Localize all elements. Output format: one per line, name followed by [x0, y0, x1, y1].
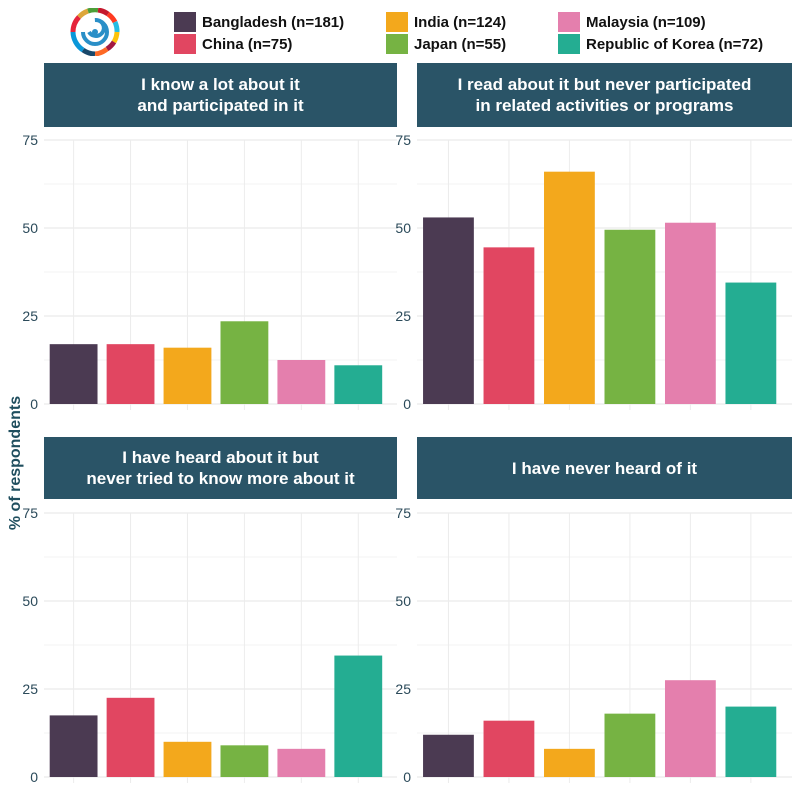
- bar: [423, 217, 474, 404]
- y-tick-label: 50: [395, 220, 411, 236]
- legend-swatch: [386, 12, 408, 32]
- y-tick-label: 25: [395, 308, 411, 324]
- bar: [277, 748, 326, 777]
- bar: [49, 344, 98, 404]
- bar: [220, 321, 269, 404]
- bar: [106, 344, 155, 404]
- bar: [277, 360, 326, 404]
- y-tick-label: 25: [22, 681, 38, 697]
- bar: [483, 247, 535, 404]
- legend-item: Malaysia (n=109): [558, 11, 706, 33]
- panel-plot: 0 25 50 75: [395, 505, 792, 785]
- legend-item: Japan (n=55): [386, 33, 506, 55]
- legend-item: Republic of Korea (n=72): [558, 33, 763, 55]
- y-tick-label: 0: [30, 396, 38, 412]
- legend-item: China (n=75): [174, 33, 292, 55]
- bar: [334, 365, 383, 404]
- bar: [220, 745, 269, 777]
- panel-plot: 0 25 50 75: [22, 505, 397, 785]
- bar: [544, 748, 595, 777]
- panel-title: I know a lot about it and participated i…: [44, 63, 397, 127]
- bar: [664, 222, 716, 404]
- y-tick-label: 75: [22, 132, 38, 148]
- y-tick-label: 50: [22, 220, 38, 236]
- legend-swatch: [558, 12, 580, 32]
- y-tick-label: 75: [395, 505, 411, 521]
- bar: [106, 697, 155, 777]
- bar: [604, 713, 656, 777]
- bar: [483, 720, 535, 777]
- legend-swatch: [174, 12, 196, 32]
- bar: [334, 655, 383, 777]
- bar: [544, 171, 595, 404]
- legend-swatch: [174, 34, 196, 54]
- legend-label: Malaysia (n=109): [586, 13, 706, 31]
- sdg-logo: [70, 8, 120, 56]
- bar: [604, 229, 656, 404]
- y-tick-label: 0: [403, 396, 411, 412]
- y-tick-label: 75: [395, 132, 411, 148]
- legend-label: Japan (n=55): [414, 35, 507, 53]
- bar: [423, 734, 474, 777]
- y-tick-label: 0: [403, 769, 411, 785]
- y-tick-label: 50: [22, 593, 38, 609]
- bar: [664, 680, 716, 777]
- y-tick-label: 0: [30, 769, 38, 785]
- legend-label: Republic of Korea (n=72): [586, 35, 764, 53]
- panel-title: I have never heard of it: [417, 437, 792, 499]
- legend-label: India (n=124): [414, 13, 507, 31]
- bar: [163, 741, 212, 777]
- y-tick-label: 25: [395, 681, 411, 697]
- legend-label: China (n=75): [202, 35, 293, 53]
- bar: [163, 347, 212, 404]
- legend-swatch: [386, 34, 408, 54]
- panel-title: I have heard about it but never tried to…: [44, 437, 397, 499]
- legend-item: India (n=124): [386, 11, 506, 33]
- bar: [725, 706, 777, 777]
- panel-plot: 0 25 50 75: [22, 132, 397, 412]
- y-tick-label: 25: [22, 308, 38, 324]
- panel-title: I read about it but never participated i…: [417, 63, 792, 127]
- panel-plot: 0 25 50 75: [395, 132, 792, 412]
- legend-label: Bangladesh (n=181): [202, 13, 345, 31]
- y-tick-label: 50: [395, 593, 411, 609]
- legend-item: Bangladesh (n=181): [174, 11, 344, 33]
- bar: [49, 715, 98, 777]
- legend-swatch: [558, 34, 580, 54]
- y-tick-label: 75: [22, 505, 38, 521]
- legend: Bangladesh (n=181) India (n=124) Malaysia …: [0, 0, 800, 58]
- bar: [725, 282, 777, 404]
